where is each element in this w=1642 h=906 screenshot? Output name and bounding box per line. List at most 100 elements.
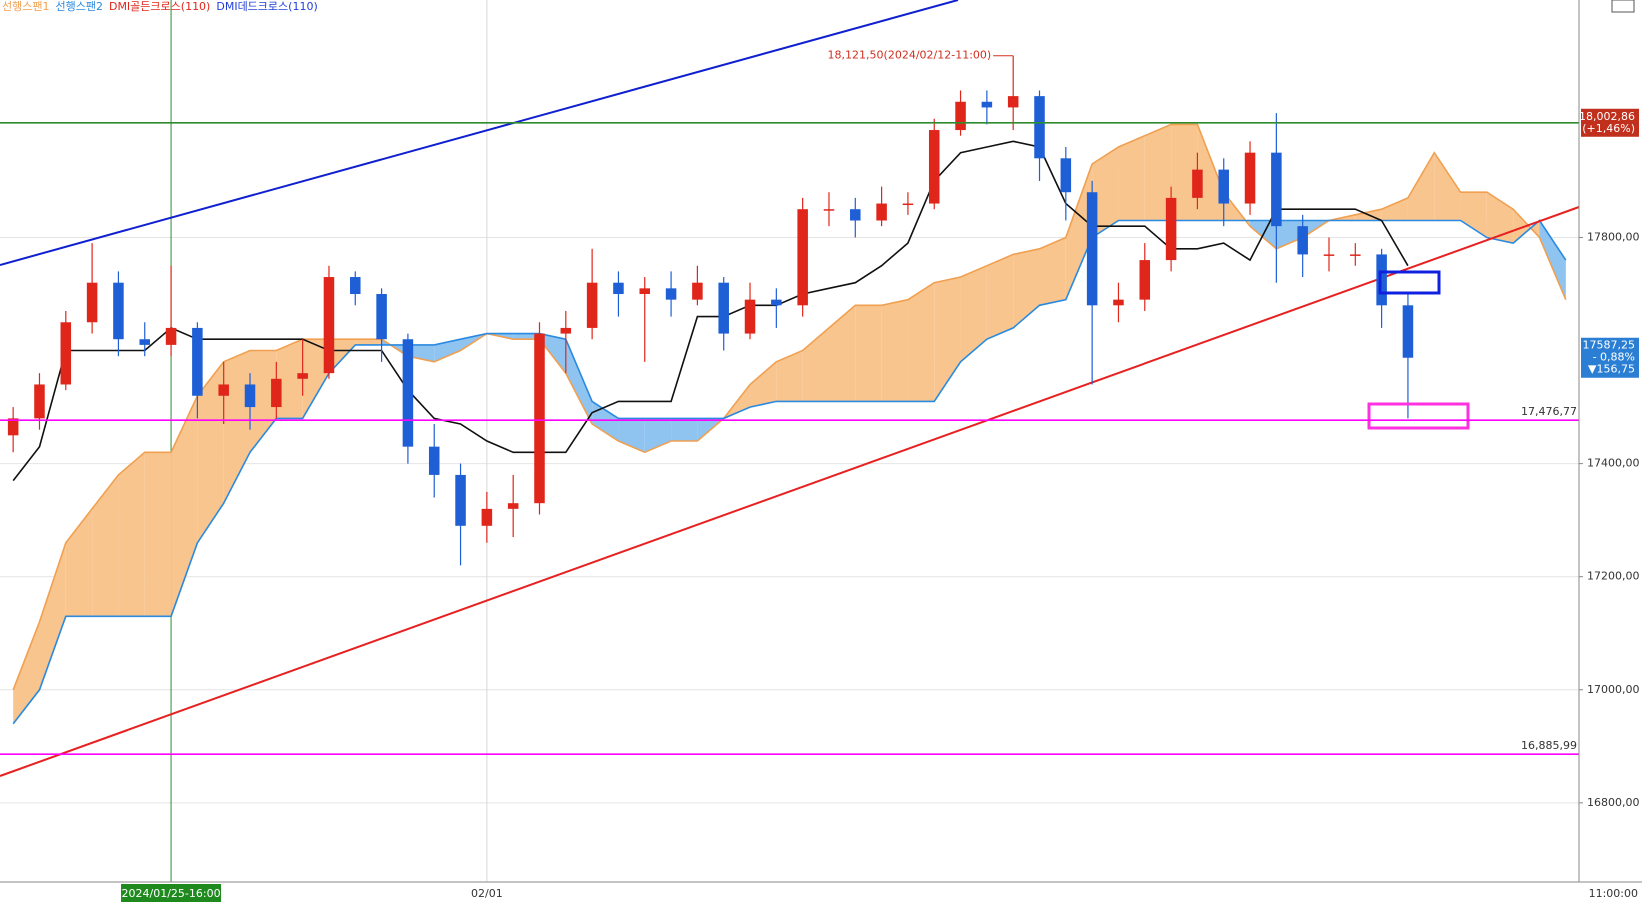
price-tag-text: (+1,46%) [1582, 122, 1635, 135]
candle-body [1034, 96, 1045, 159]
cloud-segment [223, 350, 251, 504]
horizontal-line-label: 17,476,77 [1521, 405, 1577, 418]
candle-body [218, 384, 229, 396]
candle-body [1192, 169, 1203, 198]
y-tick-label: 16800,00 [1587, 796, 1640, 809]
cloud-segment [1197, 124, 1224, 221]
price-tag [1581, 108, 1639, 137]
candle-body [718, 282, 729, 334]
candle-body [902, 203, 914, 206]
candle-body [823, 209, 835, 211]
candle-body [1086, 192, 1098, 306]
cloud-segment [1171, 124, 1198, 221]
cloud-segment [907, 282, 935, 402]
candle-body [560, 327, 572, 334]
candle-body [165, 327, 177, 345]
candle-body [455, 474, 466, 526]
candle-body [692, 282, 703, 300]
candle-body [850, 209, 861, 221]
x-tick-label: 2024/01/25-16:00 [122, 887, 221, 900]
y-tick-label: 17800,00 [1587, 230, 1640, 243]
candle-body [1139, 260, 1151, 300]
cloud-segment [118, 452, 145, 617]
candle-body [428, 446, 440, 475]
candle-body [113, 282, 124, 340]
cloud-segment [1434, 152, 1461, 221]
price-tag-text: ▼156,75 [1588, 363, 1635, 376]
corner-button[interactable] [1611, 0, 1635, 13]
legend-entry: DMI데드크로스(110) [216, 0, 317, 13]
cloud-segment [776, 350, 803, 402]
cloud-segment [671, 418, 698, 441]
cloud-segment [355, 339, 382, 345]
price-tag-text: 18,002,86 [1579, 110, 1635, 123]
legend-entry: 선행스팬1 [2, 0, 49, 13]
cloud-segment [750, 361, 777, 408]
candle-body [1060, 158, 1072, 193]
crosshair-label-box [121, 884, 222, 902]
time-label: 11:00:00 [1589, 887, 1638, 900]
candle-body [744, 299, 756, 334]
cloud-segment [565, 339, 593, 425]
candle-body [244, 384, 256, 408]
y-tick-label: 17200,00 [1587, 570, 1640, 583]
cloud-segment [171, 395, 198, 617]
cloud-segment [1276, 220, 1303, 249]
cloud-segment [1144, 124, 1172, 221]
cloud-segment [434, 339, 461, 362]
candle-body [876, 203, 887, 221]
legend: 선행스팬1 선행스팬2 DMI골든크로스(110) DMI데드크로스(110) [2, 0, 318, 13]
cloud-segment [881, 299, 908, 402]
candle-body [86, 282, 98, 323]
cloud-segment [513, 333, 540, 340]
candle-body [60, 322, 72, 385]
candle-body [1007, 96, 1019, 108]
cloud-segment [92, 474, 119, 617]
cloud-segment [539, 333, 566, 374]
candle-body [955, 101, 966, 131]
candle-body [1297, 226, 1308, 255]
trend-line [0, 206, 1580, 777]
cloud-segment [1039, 237, 1066, 306]
candle-body [1376, 254, 1387, 306]
candle-body [1218, 169, 1229, 204]
cloud-segment [986, 254, 1014, 340]
candle-body [613, 282, 624, 294]
candle-body [639, 288, 651, 294]
y-tick-label: 17000,00 [1587, 683, 1640, 696]
grid-layer [0, 0, 1583, 882]
candle-body [665, 288, 677, 300]
price-tag-text: 17587,25 [1583, 339, 1636, 352]
cloud-segment [144, 452, 172, 617]
candle-body [34, 384, 45, 419]
candle-body [350, 277, 361, 294]
candle-layer [7, 55, 1414, 566]
candle-body [271, 378, 282, 408]
cloud-segment [328, 339, 356, 374]
cloud-segment [1013, 248, 1040, 328]
candle-body [376, 294, 387, 340]
candle-body [586, 282, 598, 328]
price-tag [1581, 337, 1639, 378]
candle-body [402, 339, 414, 447]
drawn-box [1378, 270, 1441, 295]
cloud-segment [197, 361, 224, 543]
cloud-segment [65, 508, 93, 617]
candle-body [297, 373, 308, 379]
cloud-segment [1065, 163, 1093, 300]
cloud-segment [302, 339, 329, 419]
y-tick-label: 17400,00 [1587, 457, 1640, 470]
candle-body [192, 327, 203, 396]
candle-body [481, 508, 493, 526]
candle-body [139, 339, 151, 345]
trend-line [0, 0, 959, 266]
candle-body [771, 299, 782, 306]
candle-body [1165, 197, 1177, 261]
horizontal-line-label: 16,885,99 [1521, 739, 1577, 752]
drawn-box [1367, 402, 1470, 430]
cloud-segment [802, 327, 829, 402]
candle-body [1113, 299, 1124, 306]
candle-body [981, 101, 993, 108]
candle-body [797, 209, 808, 306]
